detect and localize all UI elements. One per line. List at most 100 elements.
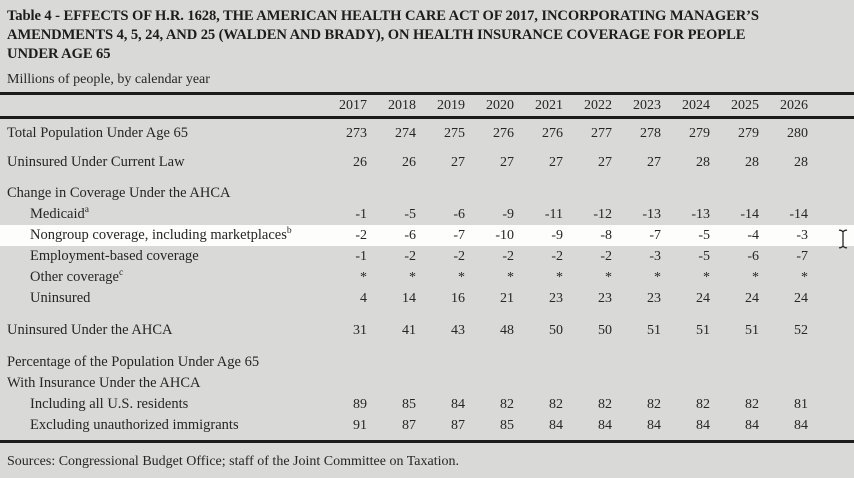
- value-cell: 27: [451, 154, 465, 170]
- row-label: Total Population Under Age 65: [7, 125, 189, 141]
- value-cell: 82: [647, 396, 661, 412]
- value-cell: -14: [789, 206, 808, 222]
- value-cell: 23: [647, 290, 661, 306]
- value-cell: 51: [696, 322, 710, 338]
- value-cell: -7: [796, 248, 808, 264]
- value-cell: -9: [551, 227, 563, 243]
- value-cell: -2: [502, 248, 514, 264]
- value-cell: -13: [691, 206, 710, 222]
- table-row: Excluding unauthorized immigrants 91 87 87 8…: [0, 415, 854, 436]
- value-cell: 26: [353, 154, 367, 170]
- value-cell: 84: [549, 417, 563, 433]
- value-cell: 82: [549, 396, 563, 412]
- table-row: Total Population Under Age 65 273 274 275 27…: [0, 123, 854, 144]
- value-cell: 16: [451, 290, 465, 306]
- value-cell: -6: [404, 227, 416, 243]
- value-cell: 84: [794, 417, 808, 433]
- year-header-cell: 2025: [731, 97, 759, 113]
- value-cell: 274: [395, 125, 416, 141]
- row-label: Change in Coverage Under the AHCA: [7, 185, 231, 201]
- value-cell: 52: [794, 322, 808, 338]
- table-title-line: UNDER AGE 65: [7, 46, 111, 62]
- value-cell: 82: [745, 396, 759, 412]
- value-cell: -7: [649, 227, 661, 243]
- horizontal-rule-bottom: [0, 440, 854, 443]
- value-cell: 23: [598, 290, 612, 306]
- value-cell: -8: [600, 227, 612, 243]
- value-cell: 28: [696, 154, 710, 170]
- section-header-row: Percentage of the Population Under Age 6…: [0, 352, 854, 373]
- footnote-marker: c: [118, 268, 124, 279]
- row-label: Uninsured Under the AHCA: [7, 322, 173, 338]
- value-cell: 280: [787, 125, 808, 141]
- value-cell: 81: [794, 396, 808, 412]
- value-cell: 43: [451, 322, 465, 338]
- row-label: Uninsured Under Current Law: [7, 154, 185, 170]
- value-cell: 273: [346, 125, 367, 141]
- value-cell: 87: [451, 417, 465, 433]
- value-cell: -9: [502, 206, 514, 222]
- value-cell: 27: [500, 154, 514, 170]
- row-label: Employment-based coverage: [30, 248, 199, 264]
- value-cell: *: [703, 269, 710, 285]
- value-cell: -7: [453, 227, 465, 243]
- row-label: Medicaida: [30, 205, 89, 222]
- value-cell: 279: [738, 125, 759, 141]
- value-cell: -3: [796, 227, 808, 243]
- value-cell: 4: [360, 290, 367, 306]
- table-row: Other coveragec * * * * * * * * * *: [0, 267, 854, 288]
- value-cell: 26: [402, 154, 416, 170]
- value-cell: 51: [745, 322, 759, 338]
- value-cell: -13: [642, 206, 661, 222]
- value-cell: 85: [402, 396, 416, 412]
- value-cell: 27: [647, 154, 661, 170]
- value-cell: 278: [640, 125, 661, 141]
- value-cell: 84: [745, 417, 759, 433]
- value-cell: 50: [598, 322, 612, 338]
- value-cell: 85: [500, 417, 514, 433]
- value-cell: 50: [549, 322, 563, 338]
- value-cell: 24: [696, 290, 710, 306]
- row-label: Including all U.S. residents: [30, 396, 189, 412]
- value-cell: -5: [698, 227, 710, 243]
- value-cell: 24: [794, 290, 808, 306]
- table-subtitle: Millions of people, by calendar year: [7, 72, 210, 87]
- value-cell: *: [507, 269, 514, 285]
- value-cell: -11: [544, 206, 563, 222]
- value-cell: 23: [549, 290, 563, 306]
- value-cell: 84: [696, 417, 710, 433]
- year-header-cell: 2020: [486, 97, 514, 113]
- value-cell: -2: [404, 248, 416, 264]
- table-title: Table 4 - EFFECTS OF H.R. 1628, THE AMER…: [0, 0, 854, 64]
- value-cell: 28: [745, 154, 759, 170]
- footnote-marker: a: [84, 205, 89, 216]
- value-cell: -1: [355, 206, 367, 222]
- value-cell: -6: [747, 248, 759, 264]
- year-header-cell: 2022: [584, 97, 612, 113]
- table-row: Uninsured 4 14 16 21 23 23 23 24 24 24: [0, 288, 854, 309]
- year-header-cell: 2023: [633, 97, 661, 113]
- value-cell: 27: [598, 154, 612, 170]
- value-cell: -4: [747, 227, 759, 243]
- row-label: Nongroup coverage, including marketplace…: [30, 226, 292, 243]
- table-title-line: AMENDMENTS 4, 5, 24, AND 25 (WALDEN AND …: [7, 27, 746, 43]
- value-cell: 51: [647, 322, 661, 338]
- value-cell: 84: [451, 396, 465, 412]
- value-cell: 21: [500, 290, 514, 306]
- value-cell: 82: [696, 396, 710, 412]
- value-cell: *: [605, 269, 612, 285]
- value-cell: -3: [649, 248, 661, 264]
- section-header-row: Change in Coverage Under the AHCA: [0, 183, 854, 204]
- text-ibeam-cursor: [837, 229, 849, 254]
- value-cell: *: [360, 269, 367, 285]
- value-cell: *: [556, 269, 563, 285]
- table-row: Employment-based coverage -1 -2 -2 -2 -2 -2 -3 -…: [0, 246, 854, 267]
- row-label: Other coveragec: [30, 268, 124, 285]
- table-body: Total Population Under Age 65 273 274 275 27…: [0, 123, 854, 436]
- value-cell: 84: [598, 417, 612, 433]
- value-cell: -2: [600, 248, 612, 264]
- value-cell: *: [409, 269, 416, 285]
- table-row: Uninsured Under the AHCA 31 41 43 48 50 50 51 51…: [0, 320, 854, 341]
- value-cell: 84: [647, 417, 661, 433]
- value-cell: -5: [404, 206, 416, 222]
